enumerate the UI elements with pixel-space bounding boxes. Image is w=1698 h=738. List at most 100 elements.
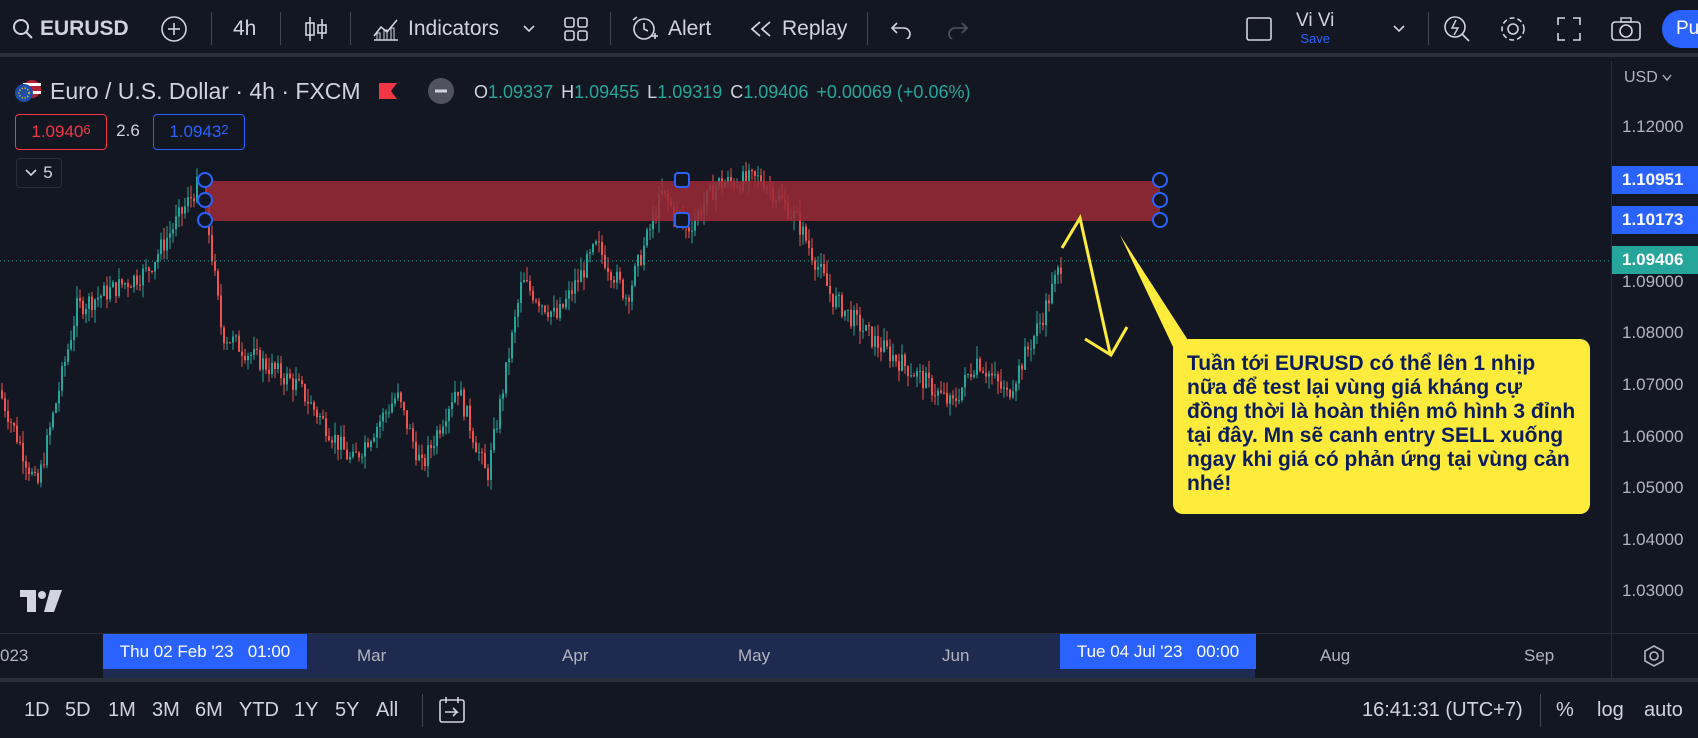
- candle-body: [145, 267, 147, 269]
- range-6m[interactable]: 6M: [195, 698, 223, 721]
- candle-body: [520, 282, 522, 303]
- candle-body: [280, 363, 282, 379]
- candle-body: [493, 429, 495, 451]
- candle-body: [586, 253, 588, 278]
- alert-button[interactable]: Alert: [630, 0, 711, 57]
- candle-body: [508, 358, 510, 363]
- candle-body: [250, 354, 252, 356]
- candle-body: [415, 441, 417, 461]
- currency-selector[interactable]: USD: [1624, 69, 1672, 87]
- layout-menu-dropdown[interactable]: [1392, 0, 1406, 57]
- candle-body: [55, 403, 57, 413]
- range-5y[interactable]: 5Y: [335, 698, 360, 721]
- zone-handle-top-mid[interactable]: [674, 172, 690, 188]
- zone-handle-bottom-right[interactable]: [1152, 212, 1168, 228]
- compare-symbol-button[interactable]: [160, 0, 188, 57]
- candle-body: [151, 271, 153, 273]
- range-ytd[interactable]: YTD: [239, 698, 279, 721]
- zone-handle-top-right[interactable]: [1152, 172, 1168, 188]
- symbol-search-button[interactable]: EURUSD: [12, 0, 129, 57]
- chart-type-button[interactable]: [304, 0, 328, 57]
- indicator-templates-dropdown[interactable]: [522, 0, 536, 57]
- candle-body: [949, 395, 951, 404]
- indicators-collapse-toggle[interactable]: 5: [16, 158, 62, 188]
- indicators-button[interactable]: Indicators: [372, 0, 499, 57]
- candle-body: [742, 171, 744, 191]
- go-to-date-button[interactable]: [437, 682, 467, 738]
- candle-body: [148, 267, 150, 272]
- publish-button[interactable]: Pu: [1662, 0, 1698, 57]
- buy-button[interactable]: 1.0943 2: [153, 114, 245, 150]
- fullscreen-rect-button[interactable]: [1246, 0, 1272, 57]
- layout-save-button[interactable]: Vi Vi Save: [1296, 0, 1334, 57]
- candle-body: [268, 369, 270, 374]
- price-axis[interactable]: USD: [1611, 61, 1698, 633]
- range-all[interactable]: All: [376, 698, 399, 721]
- zone-handle-mid-left[interactable]: [197, 192, 213, 208]
- candle-body: [976, 358, 978, 375]
- zone-handle-bottom-mid[interactable]: [674, 212, 690, 228]
- candle-body: [886, 340, 888, 347]
- zone-handle-bottom-left[interactable]: [197, 212, 213, 228]
- snapshot-button[interactable]: [1610, 0, 1642, 57]
- time-axis[interactable]: 023 Thu 02 Feb '23 01:00 Mar Apr May Jun…: [0, 633, 1611, 679]
- candle-body: [652, 215, 654, 230]
- chart-pane[interactable]: Euro / U.S. Dollar · 4h · FXCM O 1.09337 …: [0, 61, 1611, 633]
- candle-body: [439, 430, 441, 434]
- candle-body: [313, 402, 315, 410]
- zone-handle-top-left[interactable]: [197, 172, 213, 188]
- candle-body: [337, 434, 339, 450]
- flag-icon[interactable]: [377, 81, 399, 101]
- range-1d[interactable]: 1D: [24, 698, 50, 721]
- symbol-title[interactable]: Euro / U.S. Dollar · 4h · FXCM: [50, 77, 361, 104]
- range-3m[interactable]: 3M: [152, 698, 180, 721]
- settings-button[interactable]: [1498, 0, 1528, 57]
- percent-scale-toggle[interactable]: %: [1556, 698, 1574, 721]
- candle-body: [109, 287, 111, 300]
- candle-body: [568, 290, 570, 299]
- candle-body: [481, 451, 483, 454]
- candle-body: [892, 355, 894, 362]
- candle-body: [22, 443, 24, 462]
- candle-body: [265, 358, 267, 370]
- plus-circle-icon: [160, 15, 188, 43]
- hide-legend-icon[interactable]: [427, 77, 455, 105]
- candle-body: [571, 290, 573, 294]
- candle-body: [271, 362, 273, 374]
- range-1y[interactable]: 1Y: [294, 698, 319, 721]
- axis-settings-button[interactable]: [1611, 633, 1698, 679]
- candle-body: [430, 445, 432, 449]
- range-5d[interactable]: 5D: [65, 698, 91, 721]
- price-label: 1.03000: [1622, 581, 1684, 601]
- candle-body: [166, 237, 168, 251]
- open-key: O: [474, 82, 489, 102]
- quick-search-button[interactable]: [1442, 0, 1472, 57]
- search-icon: [12, 18, 34, 40]
- candle-body: [727, 176, 729, 184]
- log-scale-toggle[interactable]: log: [1597, 698, 1624, 721]
- zone-handle-mid-right[interactable]: [1152, 192, 1168, 208]
- candle-body: [838, 294, 840, 296]
- timezone-clock[interactable]: 16:41:31 (UTC+7): [1362, 698, 1523, 721]
- candle-body: [631, 285, 633, 302]
- interval-button[interactable]: 4h: [233, 0, 256, 57]
- replay-button[interactable]: Replay: [748, 0, 847, 57]
- candle-body: [463, 389, 465, 417]
- fullscreen-button[interactable]: [1556, 0, 1582, 57]
- analysis-callout[interactable]: Tuần tới EURUSD có thể lên 1 nhịp nữa để…: [1173, 339, 1590, 514]
- candle-body: [1006, 387, 1008, 390]
- open-value: 1.09337: [488, 82, 554, 102]
- candle-body: [397, 392, 399, 399]
- layout-button[interactable]: [563, 0, 589, 57]
- candle-body: [121, 279, 123, 285]
- candle-body: [895, 355, 897, 362]
- save-label: Save: [1300, 31, 1331, 46]
- redo-button[interactable]: [946, 0, 970, 57]
- tradingview-logo[interactable]: [20, 588, 66, 619]
- sell-button[interactable]: 1.0940 6: [15, 114, 107, 150]
- toolbar-divider: [1540, 694, 1541, 727]
- undo-button[interactable]: [889, 0, 913, 57]
- candle-body: [283, 378, 285, 385]
- auto-scale-toggle[interactable]: auto: [1644, 698, 1683, 721]
- range-1m[interactable]: 1M: [108, 698, 136, 721]
